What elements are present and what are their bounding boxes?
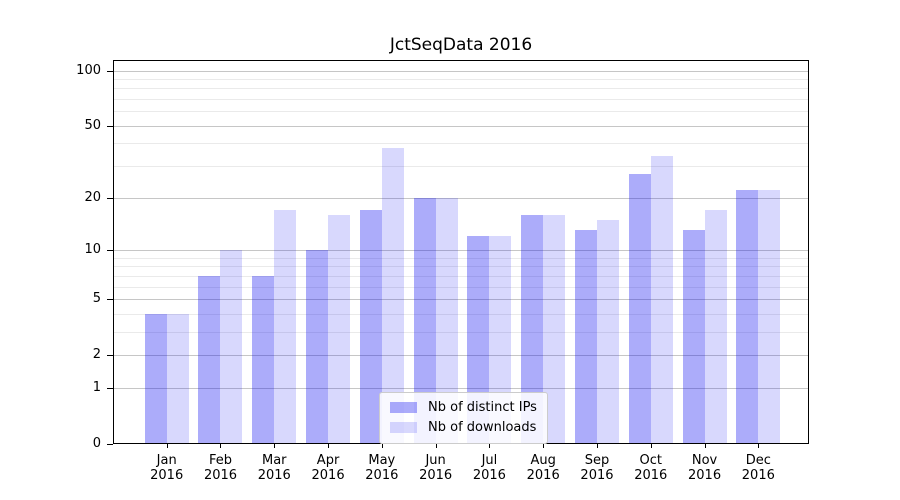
- y-tick-mark: [107, 444, 113, 445]
- chart-title: JctSeqData 2016: [389, 35, 533, 55]
- gridline-minor: [113, 286, 809, 288]
- gridline-minor: [113, 275, 809, 277]
- y-tick-mark: [107, 197, 113, 199]
- gridline-major: [113, 125, 809, 127]
- legend-label-distinct-ips: Nb of distinct IPs: [428, 400, 537, 415]
- y-tick-label: 1: [92, 379, 101, 395]
- bar-distinct-ips: [144, 313, 167, 444]
- gridline-minor: [113, 99, 809, 101]
- bar-distinct-ips: [413, 197, 436, 444]
- y-tick-mark: [107, 355, 113, 357]
- gridline-major: [113, 298, 809, 300]
- gridline-major: [113, 355, 809, 357]
- x-tick-mark: [758, 444, 760, 448]
- x-tick-mark: [220, 444, 222, 448]
- x-tick-label: Sep 2016: [580, 453, 614, 483]
- bar-distinct-ips: [574, 230, 597, 444]
- x-tick-mark: [274, 444, 276, 448]
- x-tick-mark: [650, 444, 652, 448]
- y-tick-label: 20: [84, 189, 101, 205]
- x-tick-label: Jan 2016: [150, 453, 184, 483]
- y-tick-label: 100: [76, 62, 101, 78]
- gridline-major: [113, 70, 809, 72]
- x-tick-label: Dec 2016: [741, 453, 775, 483]
- bar-distinct-ips: [682, 230, 705, 444]
- bar-downloads: [758, 190, 781, 444]
- y-tick-mark: [107, 125, 113, 127]
- y-tick-mark: [107, 249, 113, 251]
- y-tick-label: 0: [92, 436, 101, 451]
- plot-area: Nb of distinct IPs Nb of downloads: [113, 60, 809, 444]
- x-tick-label: May 2016: [365, 453, 399, 483]
- x-tick-label: Aug 2016: [526, 453, 560, 483]
- gridline-minor: [113, 313, 809, 315]
- bar-downloads: [650, 156, 673, 444]
- gridline-minor: [113, 143, 809, 145]
- bars-layer: [113, 60, 809, 444]
- bar-distinct-ips: [521, 214, 544, 444]
- gridline-minor: [113, 88, 809, 90]
- x-tick-mark: [166, 444, 168, 448]
- bar-downloads: [274, 210, 297, 444]
- gridline-minor: [113, 266, 809, 268]
- x-tick-label: Nov 2016: [688, 453, 722, 483]
- gridline-major: [113, 387, 809, 389]
- bar-distinct-ips: [628, 174, 651, 444]
- gridline-minor: [113, 257, 809, 259]
- bar-downloads: [704, 210, 727, 444]
- x-tick-label: Jun 2016: [419, 453, 453, 483]
- legend-swatch-distinct-ips: [390, 402, 417, 413]
- x-tick-mark: [596, 444, 598, 448]
- gridline-minor: [113, 166, 809, 168]
- bar-downloads: [166, 313, 189, 444]
- y-tick-label: 50: [84, 117, 101, 133]
- bar-downloads: [596, 219, 619, 444]
- gridlines-layer: [113, 60, 809, 444]
- x-tick-mark: [704, 444, 706, 448]
- legend-item-downloads: Nb of downloads: [390, 420, 537, 435]
- bar-downloads: [328, 214, 351, 444]
- gridline-major: [113, 197, 809, 199]
- bar-downloads: [435, 197, 458, 444]
- gridline-minor: [113, 111, 809, 113]
- legend-item-distinct-ips: Nb of distinct IPs: [390, 400, 537, 415]
- x-tick-mark: [543, 444, 545, 448]
- bar-distinct-ips: [736, 190, 759, 444]
- y-tick-mark: [107, 70, 113, 72]
- legend: Nb of distinct IPs Nb of downloads: [379, 392, 548, 444]
- x-tick-label: Oct 2016: [634, 453, 668, 483]
- y-tick-label: 2: [92, 347, 101, 363]
- x-tick-label: Feb 2016: [203, 453, 238, 483]
- bar-distinct-ips: [252, 275, 275, 444]
- x-tick-label: Apr 2016: [311, 453, 345, 483]
- bar-downloads: [381, 147, 404, 444]
- x-tick-mark: [489, 444, 491, 448]
- y-tick-label: 10: [84, 241, 101, 257]
- gridline-minor: [113, 331, 809, 333]
- bar-distinct-ips: [198, 275, 221, 444]
- x-tick-label: Jul 2016: [472, 453, 506, 483]
- legend-swatch-downloads: [390, 422, 417, 433]
- x-tick-mark: [328, 444, 330, 448]
- x-tick-mark: [381, 444, 383, 448]
- x-tick-mark: [435, 444, 437, 448]
- gridline-minor: [113, 78, 809, 80]
- bar-downloads: [220, 249, 243, 444]
- y-tick-label: 5: [92, 290, 101, 306]
- x-tick-label: Mar 2016: [257, 453, 291, 483]
- y-tick-mark: [107, 387, 113, 389]
- legend-label-downloads: Nb of downloads: [428, 420, 537, 435]
- bar-distinct-ips: [306, 249, 329, 444]
- bar-downloads: [543, 214, 566, 444]
- bar-distinct-ips: [359, 210, 382, 444]
- y-tick-mark: [107, 298, 113, 300]
- gridline-major: [113, 249, 809, 251]
